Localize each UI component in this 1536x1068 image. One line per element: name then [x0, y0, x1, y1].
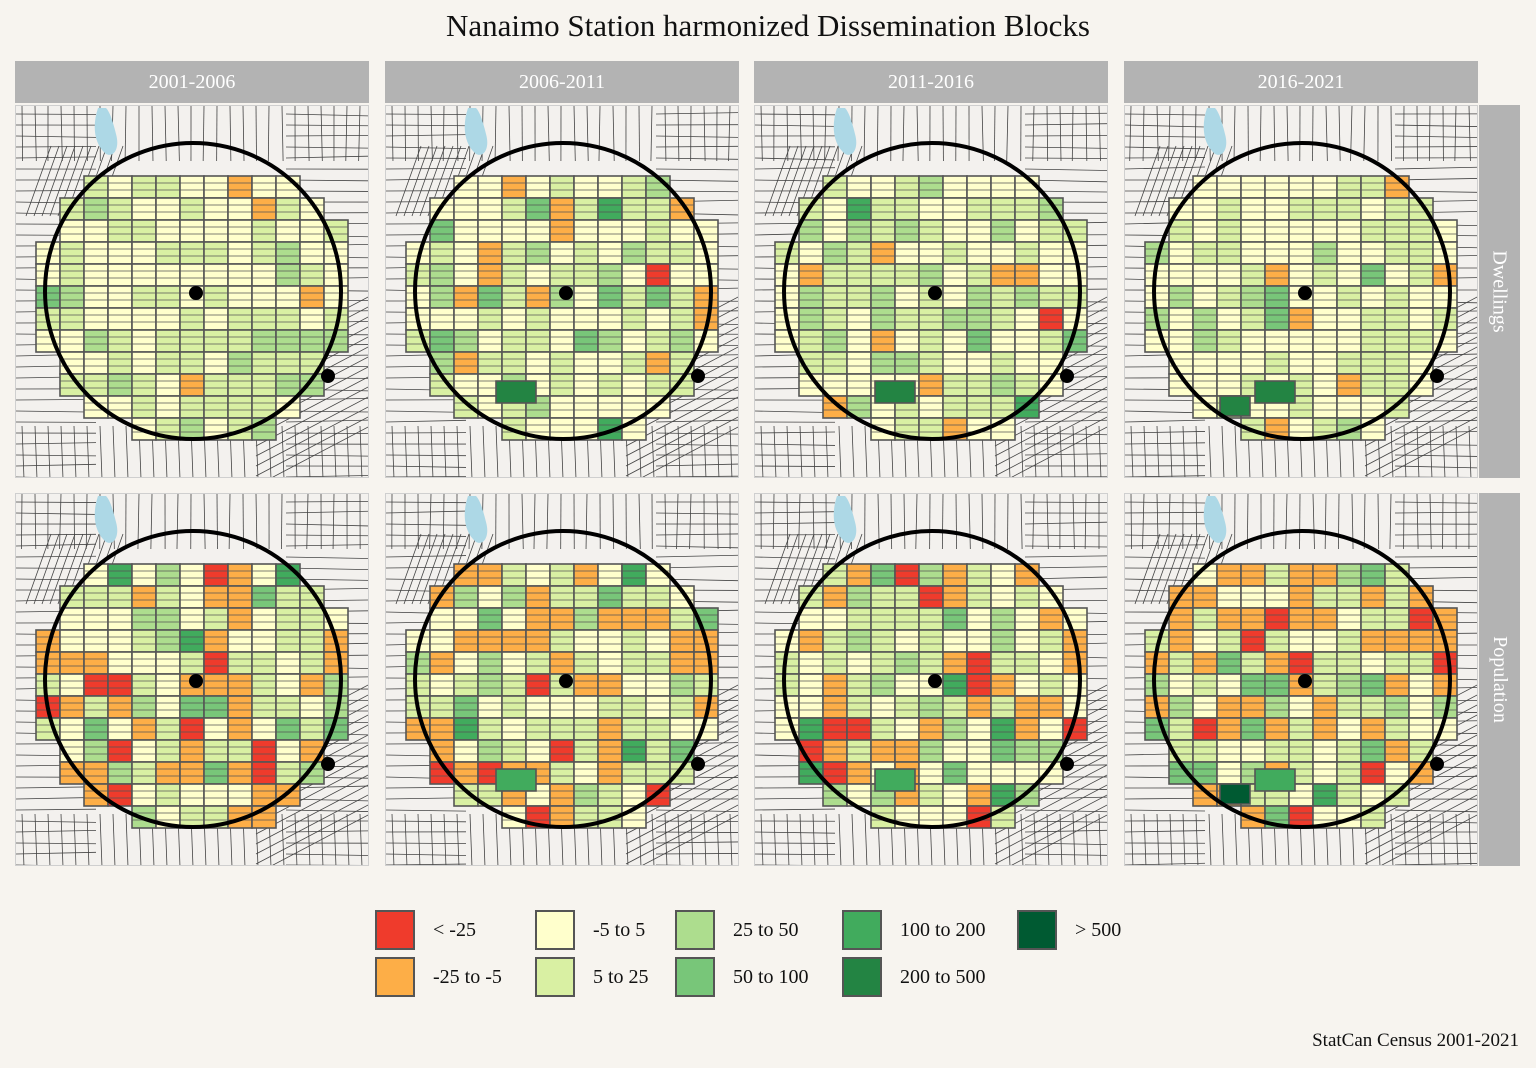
legend-key [675, 910, 715, 950]
station-buffer-circle [1152, 141, 1452, 441]
legend-label: < -25 [433, 918, 476, 941]
station-point [559, 286, 573, 300]
station-point [928, 674, 942, 688]
station-point [1430, 369, 1444, 383]
strip-row-population-label: Population [1489, 636, 1512, 723]
map-panel-dwellings-2016-2021 [1124, 105, 1478, 478]
legend-item-100-to-200: 100 to 200 [842, 910, 986, 950]
station-buffer-circle [1152, 529, 1452, 829]
legend-key [375, 957, 415, 997]
lake-shape [833, 108, 857, 155]
legend-key [375, 910, 415, 950]
strip-period-2006-2011: 2006-2011 [385, 61, 739, 103]
lake-shape [94, 496, 118, 543]
page-title: Nanaimo Station harmonized Dissemination… [445, 8, 1090, 43]
legend-item-25-to-50: 25 to 50 [675, 910, 799, 950]
strip-row-dwellings-label: Dwellings [1489, 250, 1511, 333]
dissemination-blocks [1144, 175, 1458, 441]
dissemination-blocks [35, 563, 349, 829]
station-point [1060, 757, 1074, 771]
station-point [189, 286, 203, 300]
dissemination-blocks [35, 175, 349, 441]
legend-item-200-to-500: 200 to 500 [842, 957, 986, 997]
legend: < -25 -25 to -5 -5 to 5 5 to 25 25 to 50… [375, 910, 1175, 1035]
legend-item-5-to-25: 5 to 25 [535, 957, 649, 997]
map-panel-dwellings-2011-2016 [754, 105, 1108, 478]
station-buffer-circle [413, 529, 713, 829]
station-point [1298, 286, 1312, 300]
map-panel-population-2011-2016 [754, 493, 1108, 866]
lake-shape [833, 496, 857, 543]
station-buffer-circle [43, 141, 343, 441]
station-point [691, 757, 705, 771]
source-caption: StatCan Census 2001-2021 [1312, 1030, 1519, 1051]
legend-key [535, 910, 575, 950]
station-point [189, 674, 203, 688]
legend-label: > 500 [1075, 918, 1122, 941]
strip-period-2011-2016: 2011-2016 [754, 61, 1108, 103]
legend-label: 100 to 200 [900, 918, 986, 941]
legend-item-gt-500: > 500 [1017, 910, 1121, 950]
lake-shape [464, 496, 488, 543]
legend-key [1017, 910, 1057, 950]
map-panel-dwellings-2001-2006 [15, 105, 369, 478]
lake-shape [1203, 496, 1227, 543]
station-buffer-circle [413, 141, 713, 441]
station-point [691, 369, 705, 383]
strip-period-2016-2021: 2016-2021 [1124, 61, 1478, 103]
station-buffer-circle [782, 141, 1082, 441]
station-point [928, 286, 942, 300]
strip-row-population: Population [1479, 493, 1520, 866]
station-point [321, 757, 335, 771]
legend-item-50-to-100: 50 to 100 [675, 957, 809, 997]
station-point [1060, 369, 1074, 383]
station-point [559, 674, 573, 688]
station-point [1430, 757, 1444, 771]
map-panel-population-2016-2021 [1124, 493, 1478, 866]
dissemination-blocks [405, 563, 719, 829]
lake-shape [1203, 108, 1227, 155]
legend-label: 200 to 500 [900, 965, 986, 988]
map-panel-population-2001-2006 [15, 493, 369, 866]
legend-key [842, 910, 882, 950]
lake-shape [94, 108, 118, 155]
legend-key [842, 957, 882, 997]
station-buffer-circle [43, 529, 343, 829]
strip-row-dwellings: Dwellings [1479, 105, 1520, 478]
map-panel-population-2006-2011 [385, 493, 739, 866]
legend-item-lt-minus-25: < -25 [375, 910, 476, 950]
station-point [1298, 674, 1312, 688]
dissemination-blocks [405, 175, 719, 441]
legend-label: 5 to 25 [593, 965, 649, 988]
lake-shape [464, 108, 488, 155]
strip-period-2001-2006: 2001-2006 [15, 61, 369, 103]
dissemination-blocks [774, 563, 1088, 829]
legend-label: 25 to 50 [733, 918, 799, 941]
station-point [321, 369, 335, 383]
dissemination-blocks [1144, 563, 1458, 829]
legend-label: 50 to 100 [733, 965, 809, 988]
legend-item-minus-5-to-5: -5 to 5 [535, 910, 645, 950]
legend-label: -5 to 5 [593, 918, 646, 941]
legend-key [675, 957, 715, 997]
legend-key [535, 957, 575, 997]
map-panel-dwellings-2006-2011 [385, 105, 739, 478]
legend-label: -25 to -5 [433, 965, 502, 988]
station-buffer-circle [782, 529, 1082, 829]
legend-item-minus-25-to-minus-5: -25 to -5 [375, 957, 502, 997]
